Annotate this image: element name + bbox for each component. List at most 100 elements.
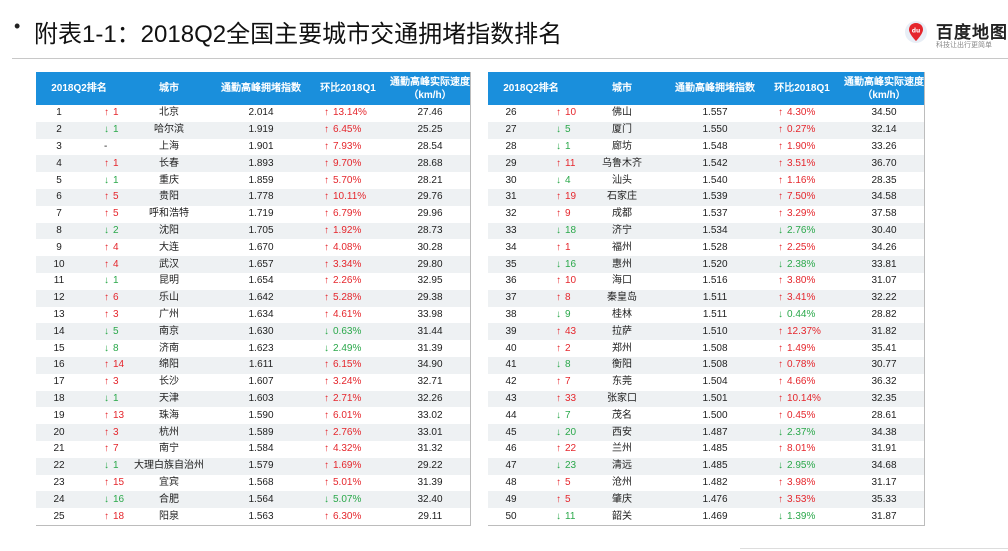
rank-cell: 23 [36, 474, 82, 492]
rank-change-value: 3 [113, 376, 119, 388]
speed-cell: 34.58 [844, 188, 924, 206]
city-cell: 桂林 [574, 306, 670, 324]
congestion-index-cell: 1.548 [670, 138, 760, 156]
rank-change-value: 4 [113, 258, 119, 270]
rank-change-value: 4 [113, 241, 119, 253]
rank-change-cell: ↓ 5 [82, 323, 122, 341]
arrow-up-icon: ↑ [556, 376, 561, 388]
table-row: 49 ↑ 5 肇庆 1.476 ↑ 3.53% 35.33 [488, 491, 924, 509]
congestion-index-cell: 1.654 [216, 272, 306, 290]
qoq-value: 1.39% [787, 510, 816, 522]
rank-change-value: 18 [113, 510, 125, 522]
city-cell: 汕头 [574, 172, 670, 189]
speed-cell: 35.41 [844, 340, 924, 357]
rank-change-value: 5 [113, 325, 119, 337]
table-row: 12 ↑ 6 乐山 1.642 ↑ 5.28% 29.38 [36, 289, 470, 307]
arrow-up-icon: ↑ [324, 460, 329, 472]
congestion-index-cell: 1.564 [216, 491, 306, 509]
rank-change-cell: ↑ 18 [82, 508, 125, 525]
congestion-index-cell: 1.642 [216, 289, 306, 307]
rank-change-cell: ↑ 4 [82, 256, 122, 273]
arrow-up-icon: ↑ [104, 292, 109, 304]
table-row: 24 ↓ 16 合肥 1.564 ↓ 5.07% 32.40 [36, 491, 470, 509]
qoq-value: 6.30% [333, 510, 362, 522]
congestion-index-cell: 1.476 [670, 491, 760, 509]
city-cell: 重庆 [122, 172, 216, 189]
speed-cell: 32.26 [390, 390, 470, 408]
rank-change-cell: ↑ 3 [82, 373, 122, 391]
city-cell: 成都 [574, 205, 670, 223]
city-cell: 石家庄 [574, 188, 670, 206]
table-row: 39 ↑ 43 拉萨 1.510 ↑ 12.37% 31.82 [488, 323, 924, 341]
qoq-value: 10.11% [333, 191, 367, 203]
rank-cell: 14 [36, 323, 82, 341]
rank-cell: 26 [488, 105, 534, 122]
table-row: 5 ↓ 1 重庆 1.859 ↑ 5.70% 28.21 [36, 172, 470, 189]
speed-cell: 29.80 [390, 256, 470, 273]
city-cell: 大连 [122, 239, 216, 257]
rank-cell: 48 [488, 474, 534, 492]
arrow-up-icon: ↑ [104, 409, 109, 421]
rank-change-value: 1 [113, 460, 119, 472]
congestion-index-cell: 1.859 [216, 172, 306, 189]
rank-change-cell: ↑ 11 [534, 155, 575, 173]
qoq-value: 5.07% [333, 493, 362, 505]
rank-change-cell: ↑ 9 [534, 205, 574, 223]
rank-change-cell: ↑ 7 [82, 440, 122, 458]
rank-change-value: 9 [565, 308, 571, 320]
rank-change-value: 5 [113, 191, 119, 203]
rank-change-cell: ↑ 4 [82, 239, 122, 257]
arrow-up-icon: ↑ [556, 342, 561, 354]
rank-change-value: 1 [113, 392, 119, 404]
rank-cell: 29 [488, 155, 534, 173]
rank-change-cell: ↓ 1 [82, 390, 122, 408]
table-row: 38 ↓ 9 桂林 1.511 ↓ 0.44% 28.82 [488, 306, 924, 324]
city-cell: 南宁 [122, 440, 216, 458]
col-speed-unit: （km/h） [862, 89, 906, 101]
arrow-up-icon: ↑ [556, 107, 561, 119]
city-cell: 东莞 [574, 373, 670, 391]
rank-cell: 25 [36, 508, 82, 525]
speed-cell: 33.26 [844, 138, 924, 156]
qoq-value: 6.01% [333, 409, 362, 421]
rank-change-cell: ↓ 2 [82, 222, 122, 240]
rank-cell: 31 [488, 188, 534, 206]
rank-change-value: 5 [113, 208, 119, 220]
arrow-down-icon: ↓ [778, 308, 783, 320]
congestion-index-cell: 1.511 [670, 306, 760, 324]
qoq-value: 7.93% [333, 140, 362, 152]
rank-cell: 20 [36, 424, 82, 441]
arrow-down-icon: ↓ [556, 308, 561, 320]
speed-cell: 31.87 [844, 508, 924, 525]
col-congestion-index: 通勤高峰拥堵指数 [670, 72, 760, 105]
arrow-up-icon: ↑ [324, 191, 329, 203]
rank-change-value: 15 [113, 476, 125, 488]
table-row: 25 ↑ 18 阳泉 1.563 ↑ 6.30% 29.11 [36, 508, 470, 525]
speed-cell: 36.32 [844, 373, 924, 391]
arrow-down-icon: ↓ [104, 392, 109, 404]
city-cell: 北京 [122, 105, 216, 122]
rank-change-value: 1 [113, 275, 119, 287]
city-cell: 张家口 [574, 390, 670, 408]
rank-cell: 30 [488, 172, 534, 189]
congestion-index-cell: 1.568 [216, 474, 306, 492]
table-row: 31 ↑ 19 石家庄 1.539 ↑ 7.50% 34.58 [488, 188, 924, 206]
table-row: 8 ↓ 2 沈阳 1.705 ↑ 1.92% 28.73 [36, 222, 470, 240]
arrow-down-icon: ↓ [778, 510, 783, 522]
speed-cell: 32.40 [390, 491, 470, 509]
arrow-down-icon: ↓ [104, 493, 109, 505]
rank-cell: 13 [36, 306, 82, 324]
table-row: 2 ↓ 1 哈尔滨 1.919 ↑ 6.45% 25.25 [36, 121, 470, 139]
rank-change-cell: ↑ 1 [82, 105, 122, 122]
city-cell: 呼和浩特 [122, 205, 216, 223]
rank-change-cell: ↑ 10 [534, 105, 576, 122]
city-cell: 清远 [574, 457, 670, 475]
rank-change-value: 18 [565, 224, 577, 236]
congestion-index-cell: 1.550 [670, 121, 760, 139]
arrow-up-icon: ↑ [778, 275, 783, 287]
rank-cell: 49 [488, 491, 534, 509]
congestion-index-cell: 1.540 [670, 172, 760, 189]
rank-cell: 41 [488, 356, 534, 374]
congestion-index-cell: 1.511 [670, 289, 760, 307]
rank-change-cell: ↓ 11 [534, 508, 575, 525]
